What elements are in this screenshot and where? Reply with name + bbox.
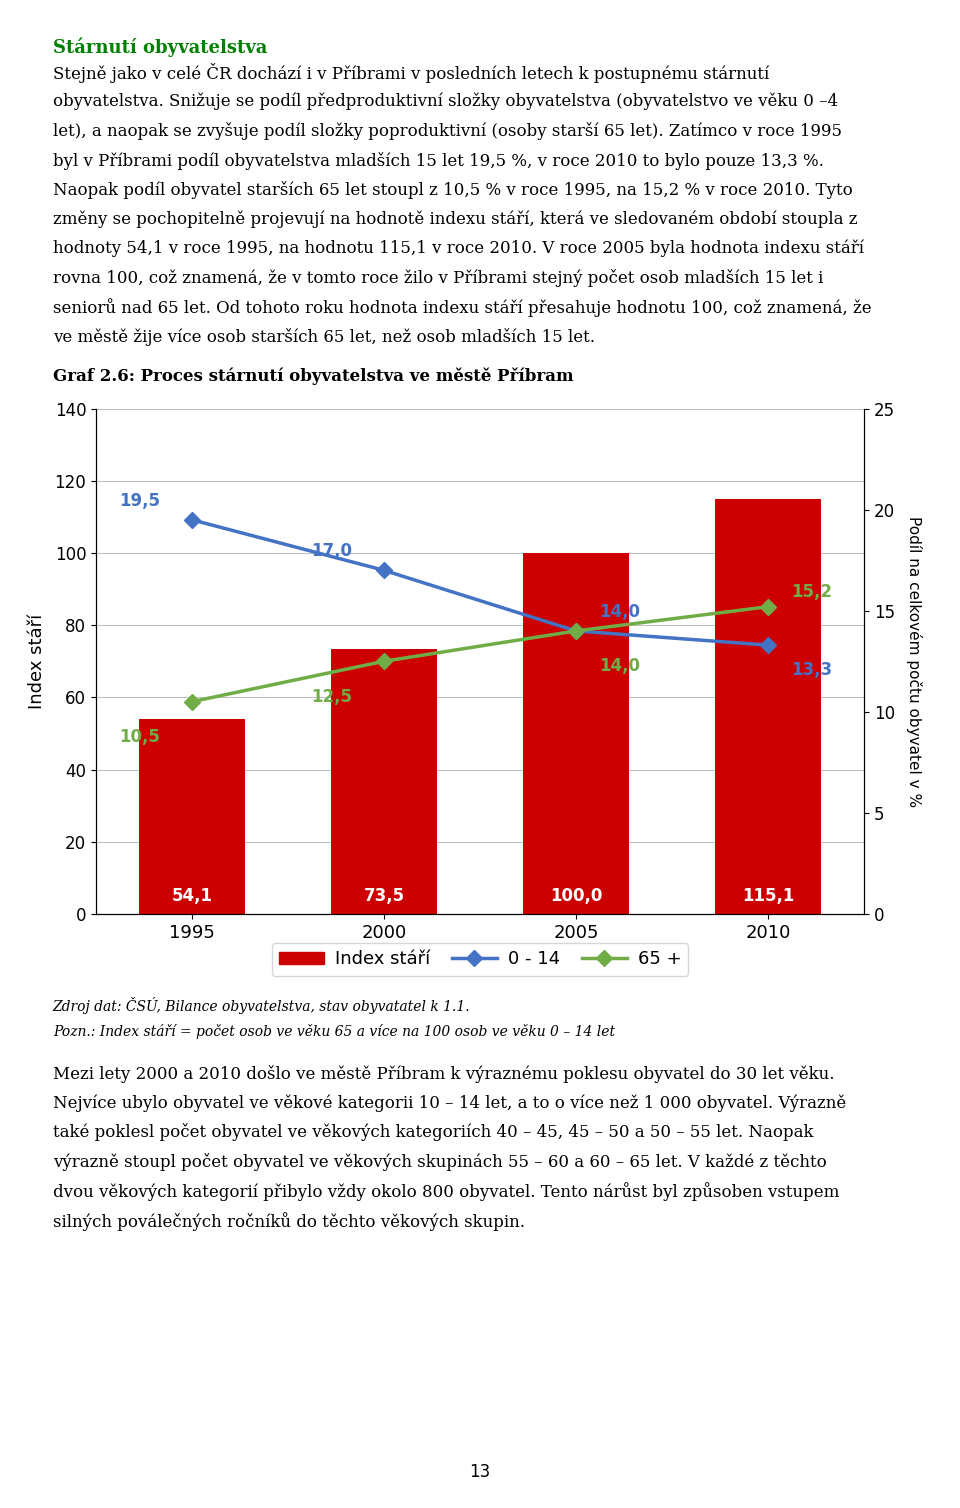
- Text: 12,5: 12,5: [311, 688, 352, 706]
- Text: Stejně jako v celé ČR dochází i v Příbrami v posledních letech k postupnému stár: Stejně jako v celé ČR dochází i v Příbra…: [53, 63, 769, 83]
- Bar: [139, 719, 245, 914]
- Text: 115,1: 115,1: [742, 887, 794, 905]
- Y-axis label: Podíl na celkovém počtu obyvatel v %: Podíl na celkovém počtu obyvatel v %: [906, 516, 922, 807]
- Text: 14,0: 14,0: [599, 603, 640, 621]
- Text: ve městě žije více osob starších 65 let, než osob mladších 15 let.: ve městě žije více osob starších 65 let,…: [53, 327, 595, 345]
- Legend: Index stáří, 0 - 14, 65 +: Index stáří, 0 - 14, 65 +: [272, 942, 688, 976]
- Text: 73,5: 73,5: [364, 887, 404, 905]
- Text: 17,0: 17,0: [311, 543, 352, 559]
- Text: také poklesl počet obyvatel ve věkových kategoriích 40 – 45, 45 – 50 a 50 – 55 l: také poklesl počet obyvatel ve věkových …: [53, 1123, 813, 1142]
- Text: Mezi lety 2000 a 2010 došlo ve městě Příbram k výraznému poklesu obyvatel do 30 : Mezi lety 2000 a 2010 došlo ve městě Pří…: [53, 1065, 834, 1083]
- Text: dvou věkových kategorií přibylo vždy okolo 800 obyvatel. Tento nárůst byl způsob: dvou věkových kategorií přibylo vždy oko…: [53, 1182, 839, 1202]
- Text: silných poválečných ročníků do těchto věkových skupin.: silných poválečných ročníků do těchto vě…: [53, 1211, 525, 1231]
- Text: 10,5: 10,5: [119, 728, 160, 746]
- Text: Naopak podíl obyvatel starších 65 let stoupl z 10,5 % v roce 1995, na 15,2 % v r: Naopak podíl obyvatel starších 65 let st…: [53, 181, 852, 199]
- Text: 100,0: 100,0: [550, 887, 602, 905]
- Bar: [715, 499, 821, 914]
- Text: 13,3: 13,3: [791, 662, 832, 680]
- Text: obyvatelstva. Snižuje se podíl předproduktivní složky obyvatelstva (obyvatelstvo: obyvatelstva. Snižuje se podíl předprodu…: [53, 93, 838, 110]
- Text: byl v Příbrami podíl obyvatelstva mladších 15 let 19,5 %, v roce 2010 to bylo po: byl v Příbrami podíl obyvatelstva mladší…: [53, 151, 824, 169]
- Text: 14,0: 14,0: [599, 657, 640, 676]
- Text: Zdroj dat: ČSÚ, Bilance obyvatelstva, stav obyvatatel k 1.1.: Zdroj dat: ČSÚ, Bilance obyvatelstva, st…: [53, 997, 470, 1013]
- Bar: [331, 648, 437, 914]
- Text: Stárnutí obyvatelstva: Stárnutí obyvatelstva: [53, 38, 267, 57]
- Text: seniorů nad 65 let. Od tohoto roku hodnota indexu stáří přesahuje hodnotu 100, c: seniorů nad 65 let. Od tohoto roku hodno…: [53, 299, 872, 318]
- Text: 15,2: 15,2: [791, 582, 832, 600]
- Y-axis label: Index stáří: Index stáří: [28, 614, 46, 709]
- Text: Pozn.: Index stáří = počet osob ve věku 65 a více na 100 osob ve věku 0 – 14 let: Pozn.: Index stáří = počet osob ve věku …: [53, 1024, 615, 1039]
- Bar: [523, 553, 629, 914]
- Text: Nejvíce ubylo obyvatel ve věkové kategorii 10 – 14 let, a to o více než 1 000 ob: Nejvíce ubylo obyvatel ve věkové kategor…: [53, 1093, 846, 1111]
- Text: rovna 100, což znamená, že v tomto roce žilo v Příbrami stejný počet osob mladší: rovna 100, což znamená, že v tomto roce …: [53, 268, 823, 287]
- Text: hodnoty 54,1 v roce 1995, na hodnotu 115,1 v roce 2010. V roce 2005 byla hodnota: hodnoty 54,1 v roce 1995, na hodnotu 115…: [53, 240, 864, 258]
- Text: 19,5: 19,5: [119, 492, 160, 510]
- Text: výrazně stoupl počet obyvatel ve věkových skupinách 55 – 60 a 60 – 65 let. V kaž: výrazně stoupl počet obyvatel ve věkovýc…: [53, 1152, 827, 1170]
- Text: 54,1: 54,1: [172, 887, 212, 905]
- Text: 13: 13: [469, 1463, 491, 1481]
- Text: let), a naopak se zvyšuje podíl složky poproduktivní (osoby starší 65 let). Zatí: let), a naopak se zvyšuje podíl složky p…: [53, 122, 842, 140]
- Text: Graf 2.6: Proces stárnutí obyvatelstva ve městě Příbram: Graf 2.6: Proces stárnutí obyvatelstva v…: [53, 368, 573, 386]
- Text: změny se pochopitelně projevují na hodnotě indexu stáří, která ve sledovaném obd: změny se pochopitelně projevují na hodno…: [53, 210, 857, 228]
